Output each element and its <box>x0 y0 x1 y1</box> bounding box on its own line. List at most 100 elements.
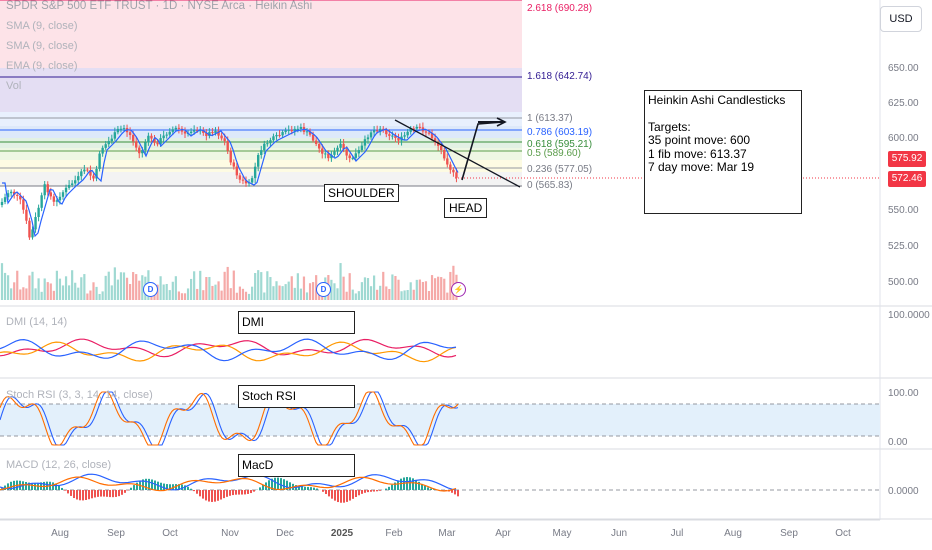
macd-histogram-bar <box>232 490 234 496</box>
macd-histogram-bar <box>55 483 57 490</box>
dividend-marker[interactable]: D <box>316 282 331 297</box>
split-marker[interactable]: ⚡ <box>451 282 466 297</box>
volume-bar <box>98 293 101 300</box>
price-tick: 525.00 <box>888 241 919 252</box>
candle-body <box>122 128 126 130</box>
candle-body <box>49 192 52 197</box>
macd-histogram-bar <box>418 481 420 490</box>
time-tick: Apr <box>495 528 511 539</box>
macd-histogram-bar <box>226 490 228 497</box>
macd-pane-title[interactable]: MACD (12, 26, close) <box>6 459 112 471</box>
volume-bar <box>116 279 119 300</box>
symbol-title: SPDR S&P 500 ETF TRUST · 1D · NYSE Arca … <box>6 0 313 12</box>
candle-body <box>290 129 293 132</box>
volume-bar <box>382 271 385 300</box>
macd-histogram-bar <box>394 482 396 490</box>
volume-bar <box>16 270 19 300</box>
volume-bar <box>58 278 62 300</box>
volume-bar <box>427 291 431 300</box>
volume-bar <box>434 278 437 300</box>
macd-histogram-bar <box>142 479 144 490</box>
candle-body <box>37 207 40 218</box>
candle-body <box>324 153 327 155</box>
price-tick: 600.00 <box>888 133 919 144</box>
candle-body <box>287 129 290 131</box>
candle-body <box>263 143 266 151</box>
candle-body <box>436 142 440 146</box>
macd-histogram-bar <box>79 490 81 501</box>
indicator-legend-3[interactable]: EMA (9, close) <box>6 60 78 72</box>
candle-body <box>6 193 10 198</box>
candle-body <box>217 130 220 136</box>
volume-bar <box>86 293 89 300</box>
stoch-label-box[interactable]: Stoch RSI <box>238 385 355 408</box>
time-tick: Jun <box>610 528 628 539</box>
stoch-pane-title[interactable]: Stoch RSI (3, 3, 14, 14, close) <box>6 389 153 401</box>
macd-label-box[interactable]: MacD <box>238 454 355 477</box>
dividend-marker[interactable]: D <box>143 282 158 297</box>
price-badge-last: 575.92 <box>888 151 926 167</box>
volume-bar <box>49 283 52 300</box>
macd-histogram-bar <box>193 490 195 492</box>
head-label[interactable]: HEAD <box>444 198 488 218</box>
indicator-legend-2[interactable]: SMA (9, close) <box>6 40 78 52</box>
volume-bar <box>174 276 177 300</box>
indicator-legend-vol[interactable]: Vol <box>6 80 22 92</box>
volume-bar <box>165 283 168 300</box>
candle-body <box>253 166 257 179</box>
volume-bar <box>272 286 275 300</box>
volume-bar <box>28 275 31 300</box>
volume-bar <box>156 284 159 300</box>
macd-histogram-bar <box>427 487 429 490</box>
volume-bar <box>281 286 284 300</box>
fib-label: 2.618 (690.28) <box>527 3 593 14</box>
candle-body <box>3 197 7 202</box>
time-tick: Aug <box>51 528 69 539</box>
macd-histogram-bar <box>136 482 138 490</box>
volume-bar <box>71 270 74 300</box>
macd-histogram-bar <box>340 490 342 503</box>
macd-histogram-bar <box>187 486 189 490</box>
volume-bar <box>385 286 388 300</box>
candle-body <box>369 132 373 138</box>
macd-histogram-bar <box>367 490 369 493</box>
macd-histogram-bar <box>124 490 126 493</box>
macd-histogram-bar <box>163 483 165 490</box>
shoulder-label[interactable]: SHOULDER <box>324 184 399 202</box>
candle-body <box>412 128 415 130</box>
note-title: Heinkin Ashi Candlesticks <box>648 93 786 107</box>
volume-bar <box>89 290 92 300</box>
candle-body <box>25 209 28 221</box>
volume-bar <box>162 284 165 300</box>
volume-bar <box>357 291 360 300</box>
volume-bar <box>180 293 184 300</box>
candle-body <box>366 137 370 140</box>
candle-body <box>241 179 245 181</box>
macd-histogram-bar <box>13 480 15 490</box>
volume-bar <box>10 288 13 300</box>
candle-body <box>223 138 226 142</box>
fib-label: 0.618 (595.21) <box>527 139 593 150</box>
dmi-pane-title[interactable]: DMI (14, 14) <box>6 316 68 328</box>
note-line: Targets: <box>648 119 691 134</box>
targets-note[interactable]: Heinkin Ashi Candlesticks Targets: 35 po… <box>644 90 802 214</box>
volume-bar <box>437 276 440 300</box>
macd-histogram-bar <box>412 478 414 490</box>
candle-body <box>202 130 205 133</box>
macd-histogram-bar <box>352 490 354 499</box>
macd-histogram-bar <box>271 478 273 490</box>
candle-body <box>226 141 229 151</box>
volume-bar <box>199 270 202 300</box>
candle-body <box>89 170 92 176</box>
volume-bar <box>95 286 98 300</box>
macd-histogram-bar <box>112 490 114 498</box>
fib-label: 0 (565.83) <box>527 180 573 191</box>
indicator-legend-1[interactable]: SMA (9, close) <box>6 20 78 32</box>
dmi-label-box[interactable]: DMI <box>238 311 355 334</box>
volume-bar <box>129 284 132 300</box>
volume-bar <box>141 275 144 300</box>
currency-button[interactable]: USD <box>880 6 922 32</box>
macd-histogram-bar <box>181 484 183 490</box>
time-tick: Oct <box>162 528 178 539</box>
